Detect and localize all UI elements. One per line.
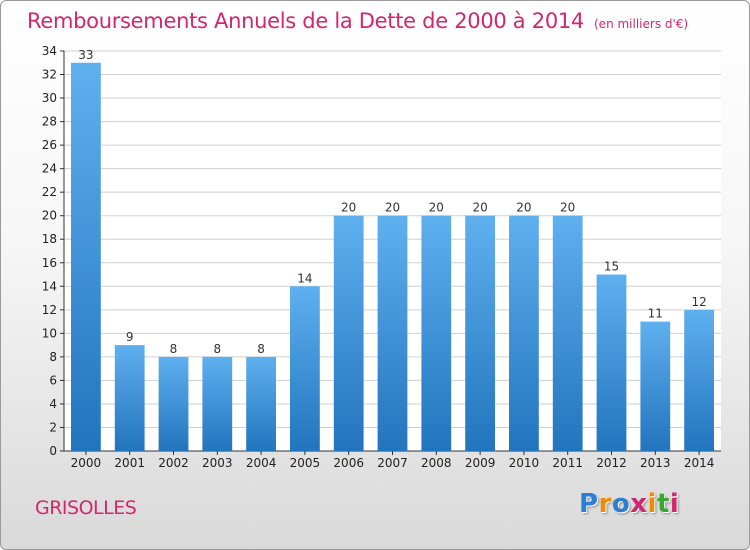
bar: [114, 345, 145, 451]
chart-title-text: Remboursements Annuels de la Dette de 20…: [27, 9, 584, 33]
y-tick-label: 2: [49, 420, 57, 434]
bar-value-label: 20: [385, 201, 400, 215]
x-tick-label: 2014: [684, 456, 715, 470]
y-tick-label: 32: [42, 68, 57, 82]
bar-value-label: 15: [604, 260, 619, 274]
bar: [71, 62, 101, 451]
x-tick-label: 2010: [509, 456, 540, 470]
bar: [377, 215, 408, 451]
bar: [421, 215, 452, 451]
bar: [246, 356, 276, 451]
x-tick-label: 2013: [640, 456, 671, 470]
bar: [465, 215, 495, 451]
logo-letter: o: [611, 489, 631, 519]
y-tick-label: 4: [49, 397, 57, 411]
bar-value-label: 8: [257, 342, 265, 356]
logo-letter: x: [630, 489, 648, 519]
x-tick-label: 2004: [246, 456, 277, 470]
x-tick-label: 2001: [114, 456, 145, 470]
x-tick-label: 2007: [377, 456, 408, 470]
y-tick-label: 22: [42, 185, 57, 199]
bar: [158, 356, 189, 451]
bar-value-label: 33: [78, 48, 93, 62]
y-tick-label: 0: [49, 444, 57, 458]
commune-name: GRISOLLES: [35, 497, 137, 519]
y-tick-label: 14: [42, 279, 57, 293]
logo-letter: P: [579, 489, 599, 519]
x-tick-label: 2011: [552, 456, 583, 470]
y-tick-label: 34: [42, 44, 57, 58]
y-tick-label: 16: [42, 256, 57, 270]
x-tick-label: 2005: [290, 456, 321, 470]
y-tick-label: 12: [42, 303, 57, 317]
bar-value-label: 11: [648, 307, 663, 321]
x-tick-label: 2009: [465, 456, 496, 470]
bar: [552, 215, 583, 451]
y-tick-label: 6: [49, 373, 57, 387]
logo-letter: i: [669, 489, 680, 519]
x-tick-label: 2003: [202, 456, 233, 470]
bar-value-label: 20: [341, 201, 356, 215]
y-tick-label: 24: [42, 162, 57, 176]
x-tick-label: 2002: [158, 456, 189, 470]
bar-value-label: 9: [126, 330, 134, 344]
y-tick-label: 8: [49, 350, 57, 364]
logo-letter: i: [647, 489, 657, 519]
bar: [202, 356, 233, 451]
x-tick-label: 2006: [333, 456, 364, 470]
x-tick-label: 2012: [596, 456, 627, 470]
x-tick-label: 2008: [421, 456, 452, 470]
logo-letter: r: [598, 489, 612, 519]
bar-value-label: 14: [297, 271, 312, 285]
bar: [596, 274, 627, 451]
bar: [333, 215, 364, 451]
y-tick-label: 30: [42, 91, 57, 105]
bar: [640, 321, 671, 451]
y-tick-label: 10: [42, 326, 57, 340]
y-tick-label: 26: [42, 138, 57, 152]
bar: [684, 309, 714, 451]
bar-value-label: 20: [472, 201, 487, 215]
bar-value-label: 8: [170, 342, 178, 356]
bar-value-label: 20: [560, 201, 575, 215]
y-tick-label: 20: [42, 209, 57, 223]
bar-value-label: 8: [213, 342, 221, 356]
chart-unit: (en milliers d'€): [594, 17, 689, 31]
chart-title: Remboursements Annuels de la Dette de 20…: [27, 9, 688, 33]
logo-letter: t: [656, 489, 670, 519]
bar: [509, 215, 539, 451]
bar: [290, 286, 320, 451]
x-tick-label: 2000: [71, 456, 102, 470]
bar-value-label: 20: [429, 201, 444, 215]
y-tick-label: 18: [42, 232, 57, 246]
bar-value-label: 20: [516, 201, 531, 215]
proxiti-logo: Proxiti: [579, 489, 679, 519]
bar-value-label: 12: [691, 295, 706, 309]
y-tick-label: 28: [42, 115, 57, 129]
